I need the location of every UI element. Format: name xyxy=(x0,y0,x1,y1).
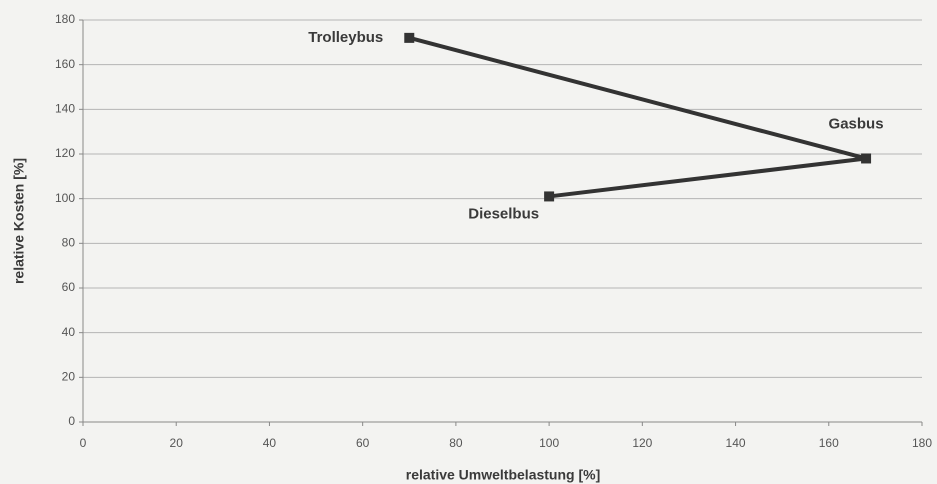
y-tick-label: 80 xyxy=(62,236,76,250)
x-tick-label: 80 xyxy=(449,436,463,450)
marker xyxy=(404,32,415,43)
marker xyxy=(544,191,555,202)
x-tick-label: 20 xyxy=(170,436,184,450)
y-tick-label: 0 xyxy=(68,414,75,428)
point-label: Dieselbus xyxy=(468,205,539,222)
x-tick-label: 160 xyxy=(819,436,839,450)
x-tick-label: 0 xyxy=(80,436,87,450)
y-tick-label: 40 xyxy=(62,325,76,339)
point-label: Trolleybus xyxy=(308,29,383,46)
y-tick-label: 20 xyxy=(62,370,76,384)
x-tick-label: 100 xyxy=(539,436,559,450)
x-tick-label: 180 xyxy=(912,436,932,450)
marker xyxy=(861,153,872,164)
x-tick-label: 40 xyxy=(263,436,277,450)
x-tick-label: 140 xyxy=(726,436,746,450)
y-tick-label: 140 xyxy=(55,102,75,116)
y-tick-label: 60 xyxy=(62,280,76,294)
y-tick-label: 180 xyxy=(55,12,75,26)
point-label: Gasbus xyxy=(829,115,884,132)
y-tick-label: 100 xyxy=(55,191,75,205)
x-axis-title: relative Umweltbelastung [%] xyxy=(406,467,601,483)
y-axis-title: relative Kosten [%] xyxy=(11,158,27,284)
y-tick-label: 160 xyxy=(55,57,75,71)
x-tick-label: 120 xyxy=(632,436,652,450)
x-tick-label: 60 xyxy=(356,436,370,450)
y-tick-label: 120 xyxy=(55,146,75,160)
